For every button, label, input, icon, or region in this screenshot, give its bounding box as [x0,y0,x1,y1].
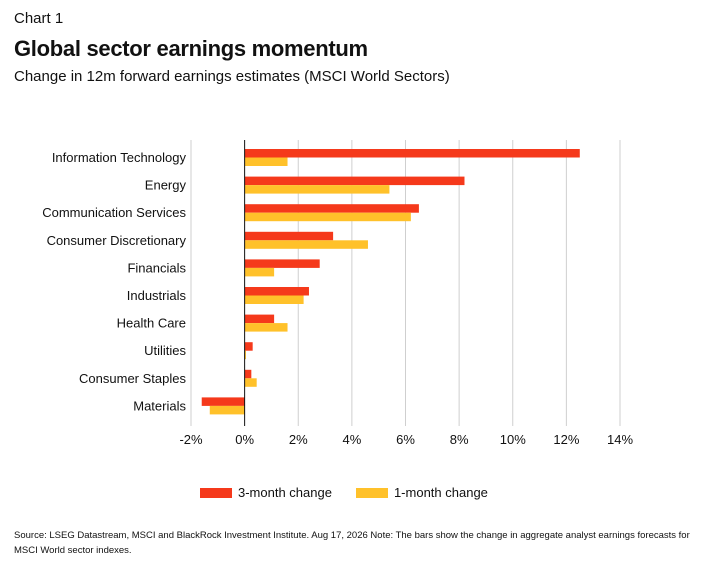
legend-item-1-month: 1-month change [355,485,488,500]
legend-swatch-1-month [355,487,388,498]
category-label: Consumer Staples [79,371,186,386]
source-note: Source: LSEG Datastream, MSCI and BlackR… [14,530,690,556]
bar [244,231,334,241]
bar [244,342,253,351]
legend-label-1-month: 1-month change [393,485,488,500]
bar [201,397,245,406]
bar-chart: Information Technology Energy Communicatio… [42,140,633,447]
x-tick-label: 10% [500,432,526,447]
chart-subtitle: Change in 12m forward earnings estimates… [14,68,450,85]
bar [244,369,252,379]
bar [244,240,368,249]
x-tick-label: 4% [342,432,361,447]
bar [244,259,320,268]
legend-swatch-3-month [200,487,232,498]
category-label: Utilities [144,343,186,358]
category-label: Energy [145,178,187,193]
bar [244,350,246,360]
category-label: Health Care [117,316,186,331]
chart-eyebrow: Chart 1 [14,10,64,27]
bar [244,176,465,186]
category-label: Materials [133,398,186,413]
bar [244,212,411,222]
x-tick-label: 14% [607,432,633,447]
x-tick-label: -2% [179,432,203,447]
category-label: Communication Services [42,205,186,220]
category-label: Industrials [127,288,187,303]
chart-title: Global sector earnings momentum [14,36,368,61]
bar [244,185,390,194]
x-tick-label: 12% [553,432,579,447]
bar [244,157,288,166]
bar [244,378,257,387]
category-label: Information Technology [52,150,187,165]
category-label: Consumer Discretionary [47,233,187,248]
x-tick-label: 6% [396,432,415,447]
legend-label-3-month: 3-month change [238,485,332,500]
x-tick-label: 0% [235,432,254,447]
x-tick-label: 8% [450,432,469,447]
bar [209,405,245,415]
bar [244,323,288,332]
bar [244,295,304,304]
bar [244,204,419,213]
bar [244,267,275,277]
category-label: Financials [127,260,186,275]
bar [244,287,309,296]
legend-item-3-month: 3-month change [200,485,332,500]
bar [244,314,275,324]
chart-legend: 3-month change 1-month change [200,485,488,500]
x-tick-label: 2% [289,432,308,447]
bar [244,149,580,158]
